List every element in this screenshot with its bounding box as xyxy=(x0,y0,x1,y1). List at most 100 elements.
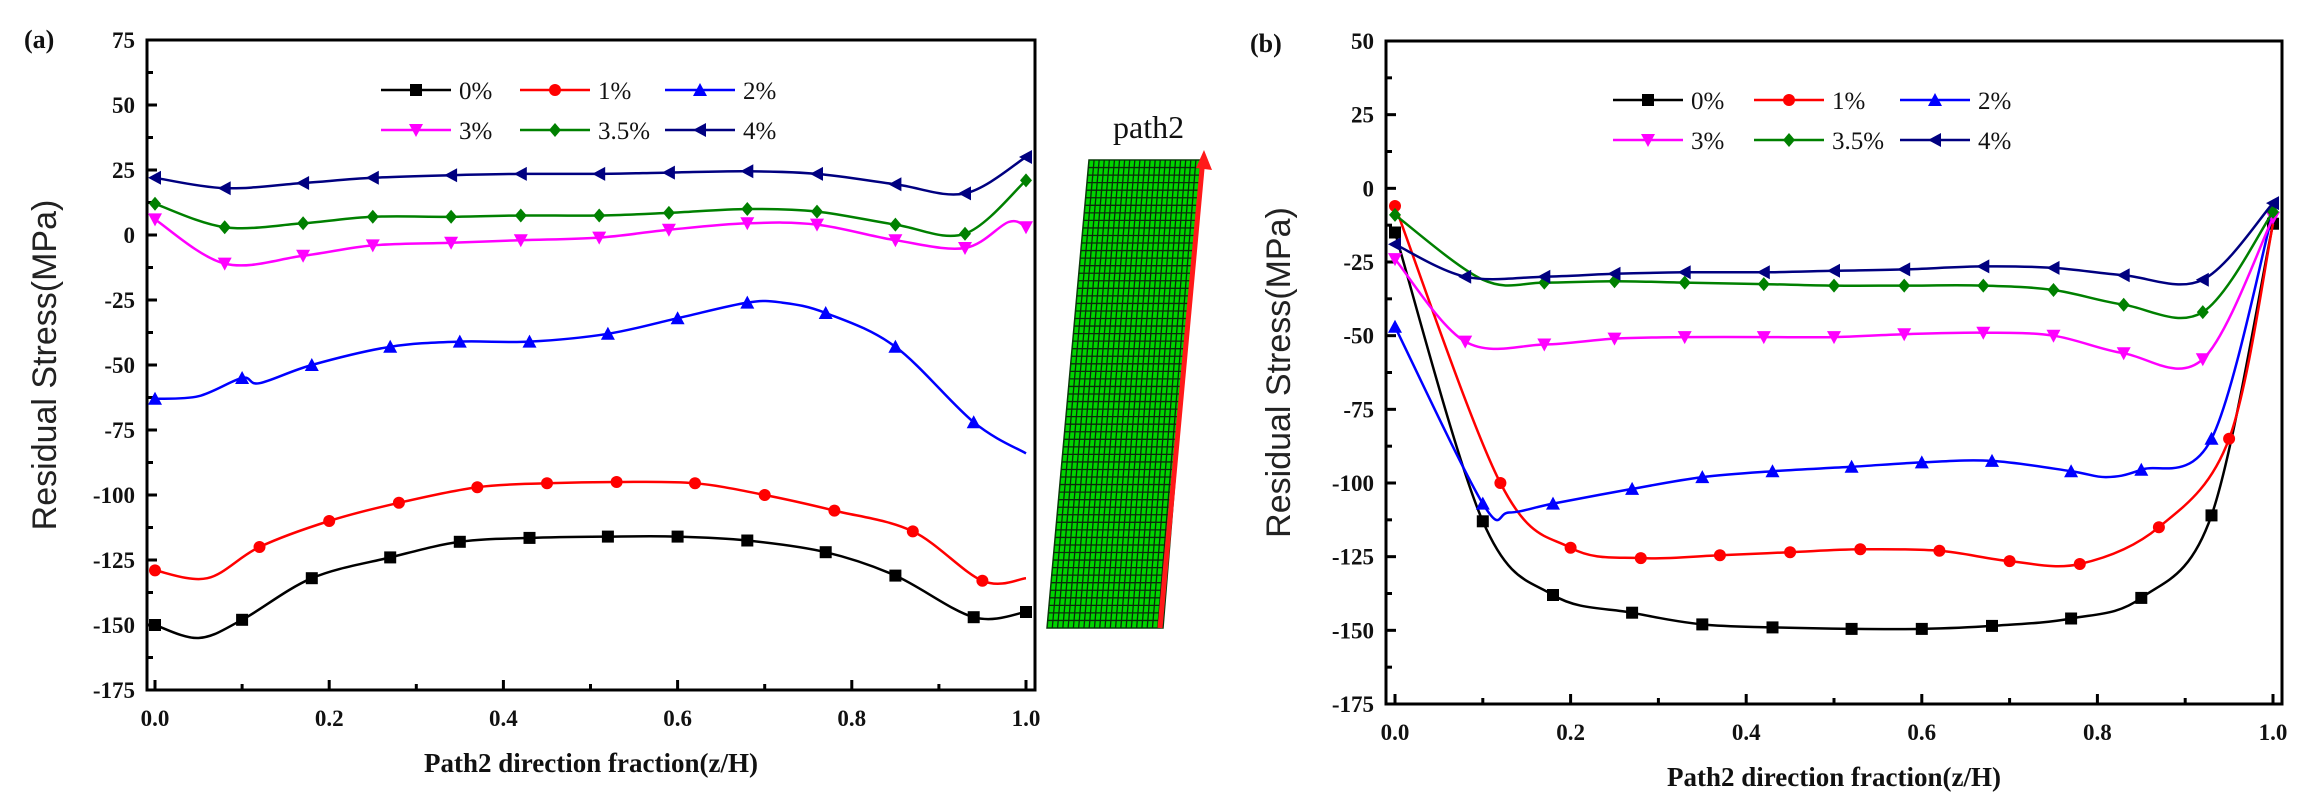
series-4pct xyxy=(148,150,1032,201)
marker-diamond xyxy=(149,196,161,211)
series-3-5pct xyxy=(149,173,1032,241)
y-tick-label: 50 xyxy=(1351,29,1374,54)
marker-triangle-down xyxy=(148,213,162,227)
legend-label: 3.5% xyxy=(598,118,650,145)
series-0pct xyxy=(149,530,1032,640)
marker-diamond xyxy=(2117,297,2130,312)
marker-triangle-up xyxy=(693,83,707,96)
legend-label: 1% xyxy=(1832,88,1865,115)
series-line xyxy=(1394,211,2275,320)
marker-triangle-up xyxy=(304,358,319,371)
marker-triangle-left xyxy=(958,186,971,201)
marker-circle xyxy=(1564,541,1577,554)
mesh-grid-line xyxy=(1146,159,1187,629)
marker-square xyxy=(410,84,422,96)
marker-triangle-down xyxy=(1677,331,1692,345)
x-tick-label: 0.0 xyxy=(141,706,170,731)
mesh-grid-line xyxy=(1120,159,1161,629)
marker-circle xyxy=(1933,544,1946,557)
marker-triangle-up xyxy=(966,415,981,429)
marker-triangle-down xyxy=(1388,253,1402,267)
marker-square xyxy=(305,572,318,585)
marker-square xyxy=(601,530,614,543)
series-line xyxy=(1393,205,2275,568)
marker-triangle-left xyxy=(810,166,823,181)
marker-circle xyxy=(149,564,161,577)
marker-triangle-left xyxy=(1756,265,1770,280)
marker-triangle-up xyxy=(1928,93,1942,106)
marker-diamond xyxy=(218,220,231,235)
mesh-grid-line xyxy=(1088,159,1131,629)
legend-item: 1% xyxy=(520,78,631,105)
legend-label: 2% xyxy=(1978,88,2011,115)
marker-circle xyxy=(758,489,771,501)
marker-square xyxy=(1547,589,1559,601)
marker-square xyxy=(1766,621,1779,634)
marker-triangle-up xyxy=(383,339,398,353)
path2-label: path2 xyxy=(1113,109,1184,145)
marker-circle xyxy=(828,504,841,517)
marker-triangle-down xyxy=(810,218,824,232)
marker-triangle-down xyxy=(2116,347,2131,361)
y-axis-label: Residual Stress(MPa) xyxy=(26,200,64,531)
marker-triangle-down xyxy=(1458,335,1473,349)
marker-square xyxy=(149,619,161,631)
marker-circle xyxy=(689,477,701,490)
marker-diamond xyxy=(662,205,675,220)
marker-square xyxy=(1696,618,1709,631)
marker-diamond xyxy=(445,209,458,224)
marker-diamond xyxy=(959,226,971,241)
marker-diamond xyxy=(1757,277,1770,292)
legend-item: 3% xyxy=(1613,128,1724,155)
marker-circle xyxy=(976,574,989,587)
x-tick-label: 0.8 xyxy=(837,706,866,731)
marker-triangle-up xyxy=(1546,496,1560,510)
marker-triangle-left xyxy=(148,170,161,185)
path2-mesh-inset: path2 xyxy=(1046,109,1212,629)
marker-square xyxy=(1915,622,1928,635)
marker-circle xyxy=(541,477,553,490)
marker-triangle-left xyxy=(1537,269,1551,284)
path2-arrow-shaft xyxy=(1157,157,1206,629)
marker-square xyxy=(523,531,536,544)
series-line xyxy=(154,535,1027,640)
marker-triangle-up xyxy=(1695,470,1710,484)
x-tick-label: 0.4 xyxy=(489,706,518,731)
marker-square xyxy=(453,535,466,548)
marker-circle xyxy=(471,481,484,494)
marker-triangle-up xyxy=(235,371,250,384)
marker-triangle-up xyxy=(1388,319,1402,333)
marker-triangle-left xyxy=(1019,150,1032,164)
mesh-grid-line xyxy=(1099,159,1141,629)
marker-diamond xyxy=(1020,173,1032,188)
marker-circle xyxy=(2003,555,2016,568)
marker-triangle-down xyxy=(513,234,528,248)
y-tick-label: -25 xyxy=(104,288,135,313)
marker-triangle-down xyxy=(1641,134,1655,147)
marker-triangle-up xyxy=(888,339,903,353)
marker-triangle-up xyxy=(600,326,615,340)
marker-triangle-down xyxy=(1897,328,1912,342)
marker-triangle-up xyxy=(148,391,162,405)
marker-triangle-down xyxy=(888,234,903,248)
mesh-grid-line xyxy=(1125,159,1167,629)
mesh-grid-line xyxy=(1151,159,1192,629)
legend-item: 2% xyxy=(1900,88,2011,115)
marker-diamond xyxy=(514,208,527,223)
marker-circle xyxy=(2152,521,2165,534)
series-1pct xyxy=(1389,200,2275,570)
marker-square xyxy=(819,546,832,559)
y-tick-label: 0 xyxy=(1363,176,1375,201)
y-tick-label: 25 xyxy=(1351,103,1374,128)
legend-item: 4% xyxy=(1900,128,2011,155)
y-tick-label: -175 xyxy=(93,678,135,703)
marker-circle xyxy=(323,515,336,527)
y-tick-label: -125 xyxy=(1332,545,1374,570)
marker-diamond xyxy=(1977,278,1990,293)
series-0pct xyxy=(1389,217,2279,635)
marker-circle xyxy=(1634,552,1647,565)
marker-square xyxy=(1389,226,1401,239)
mesh-grid-line xyxy=(1051,159,1095,629)
marker-triangle-down xyxy=(1607,332,1622,346)
